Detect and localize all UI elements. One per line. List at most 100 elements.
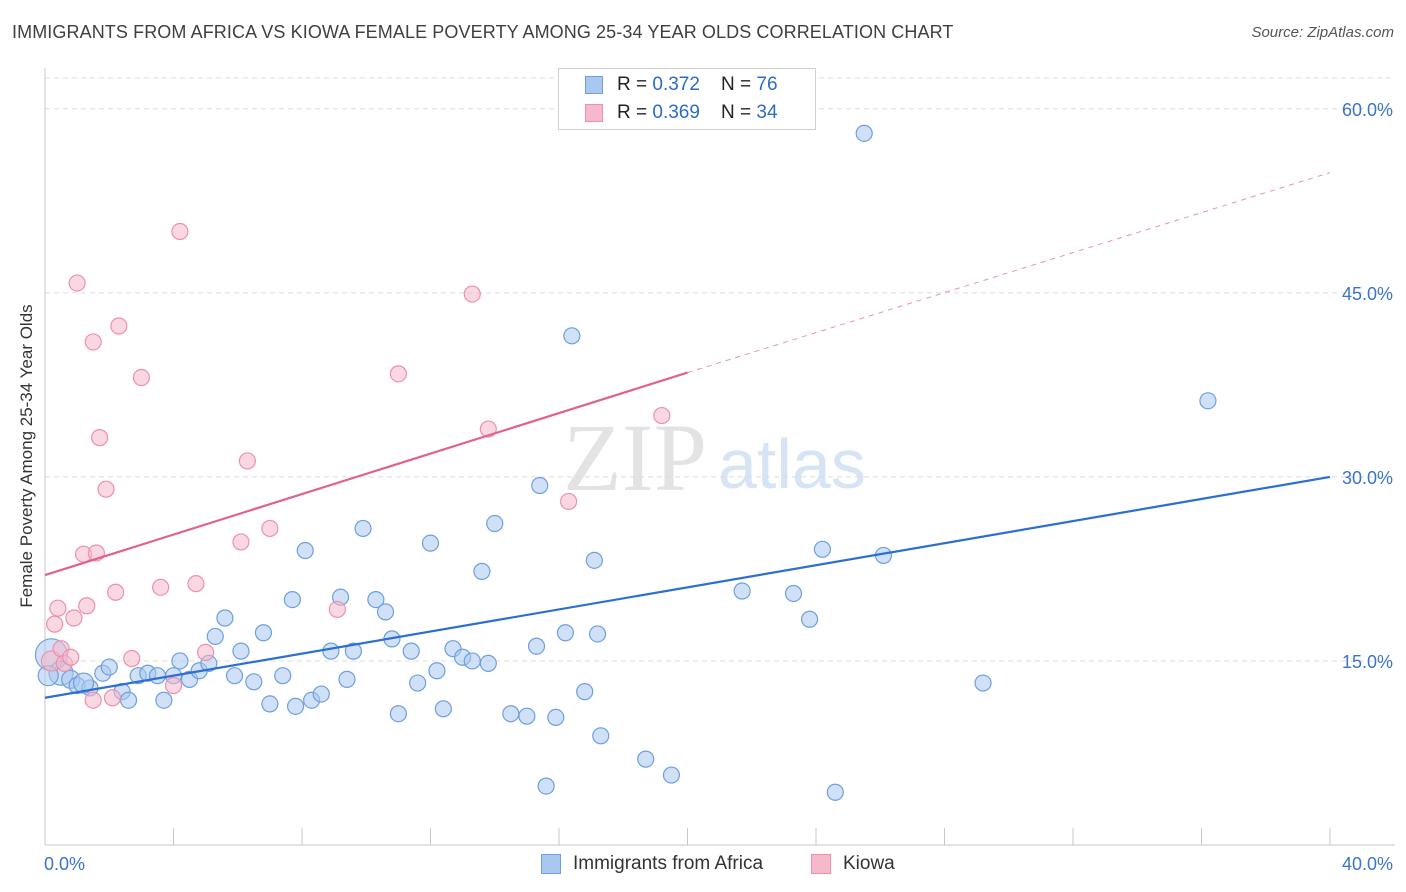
kiowa-point [197, 643, 215, 661]
africa-point [72, 672, 95, 694]
africa-trend-line [44, 475, 1331, 699]
africa-point [367, 591, 385, 609]
kiowa-point [78, 597, 96, 615]
kiowa-point [152, 578, 170, 596]
x-tick-label: 40.0% [1342, 854, 1393, 874]
kiowa-point [164, 676, 183, 695]
kiowa-point [232, 533, 250, 551]
africa-point [826, 783, 844, 801]
africa-point [148, 667, 167, 685]
legend-n-value: 34 [756, 102, 778, 123]
bottom-legend-kiowa: Kiowa [811, 852, 895, 876]
africa-point [389, 705, 407, 723]
africa-point [322, 642, 340, 660]
africa-point [171, 652, 189, 670]
africa-point [232, 642, 250, 660]
correlation-legend: R = 0.372 N = 76 R = 0.369 N = 34 [558, 68, 816, 130]
africa-point [563, 327, 581, 345]
legend-row-africa: R = 0.372 N = 76 [585, 73, 778, 97]
bottom-legend-label-africa: Immigrants from Africa [573, 853, 764, 874]
africa-point [344, 642, 362, 660]
bottom-legend-africa: Immigrants from Africa [541, 852, 763, 876]
kiowa-point [91, 429, 109, 447]
africa-point [338, 670, 356, 688]
africa-point [421, 534, 440, 552]
source-label: Source: ZipAtlas.com [1251, 24, 1394, 41]
africa-point [479, 654, 497, 673]
legend-r-value: 0.372 [652, 74, 700, 95]
africa-point [376, 603, 395, 621]
africa-point [486, 514, 504, 533]
africa-point [473, 562, 491, 580]
legend-r-value: 0.369 [652, 102, 700, 123]
africa-point [974, 674, 992, 692]
kiowa-point [171, 222, 189, 241]
legend-n-label: N = [721, 102, 757, 123]
kiowa-point [107, 583, 125, 601]
africa-point [225, 667, 244, 685]
africa-point [585, 551, 603, 569]
kiowa-points [40, 222, 671, 709]
africa-point [662, 766, 681, 784]
africa-point [274, 667, 292, 685]
bottom-legend-label-kiowa: Kiowa [843, 853, 895, 874]
africa-point [402, 642, 420, 660]
kiowa-point [123, 649, 141, 668]
africa-point [354, 519, 372, 538]
africa-point [537, 777, 555, 795]
africa-point [119, 691, 138, 709]
legend-n-label: N = [721, 74, 757, 95]
kiowa-trend-line [44, 371, 688, 577]
africa-point [813, 540, 832, 558]
africa-point [784, 584, 803, 603]
kiowa-trend-extension [687, 172, 1331, 374]
africa-point [637, 750, 655, 768]
kiowa-point [261, 519, 279, 538]
africa-point [518, 707, 536, 725]
africa-point [296, 541, 314, 560]
chart-title: IMMIGRANTS FROM AFRICA VS KIOWA FEMALE P… [12, 22, 954, 42]
africa-point [800, 610, 819, 628]
kiowa-point [463, 285, 481, 303]
kiowa-point [238, 452, 256, 470]
africa-point [588, 625, 607, 643]
legend-r-label: R = [617, 102, 653, 123]
legend-swatch-kiowa [585, 104, 603, 122]
kiowa-point [62, 648, 80, 666]
africa-point [283, 591, 301, 609]
x-tick-label: 0.0% [44, 854, 85, 874]
africa-point [434, 700, 452, 718]
africa-point [155, 691, 173, 709]
y-tick-label: 45.0% [1342, 284, 1393, 304]
kiowa-point [68, 274, 86, 292]
africa-point [502, 705, 520, 723]
legend-swatch-africa [585, 76, 603, 94]
kiowa-point [49, 599, 67, 617]
kiowa-point [84, 333, 102, 351]
legend-n-value: 76 [756, 74, 778, 95]
africa-point [733, 582, 751, 600]
africa-point [286, 697, 305, 715]
africa-point [531, 476, 549, 495]
africa-point [409, 674, 427, 692]
kiowa-point [97, 480, 115, 498]
kiowa-point [84, 691, 102, 709]
africa-point [312, 685, 330, 703]
africa-point [216, 609, 234, 627]
africa-point [206, 627, 224, 646]
legend-row-kiowa: R = 0.369 N = 34 [585, 101, 778, 125]
kiowa-point [110, 317, 128, 335]
kiowa-point [653, 406, 671, 425]
africa-point [428, 662, 446, 680]
kiowa-point [328, 600, 346, 619]
kiowa-point [65, 609, 83, 627]
bottom-legend-swatch-africa [541, 854, 561, 874]
africa-point [576, 683, 594, 701]
africa-point [254, 624, 273, 642]
africa-point [527, 637, 546, 655]
kiowa-point [46, 615, 64, 633]
africa-point [261, 695, 279, 713]
africa-point [1199, 392, 1217, 410]
africa-point [463, 652, 481, 670]
